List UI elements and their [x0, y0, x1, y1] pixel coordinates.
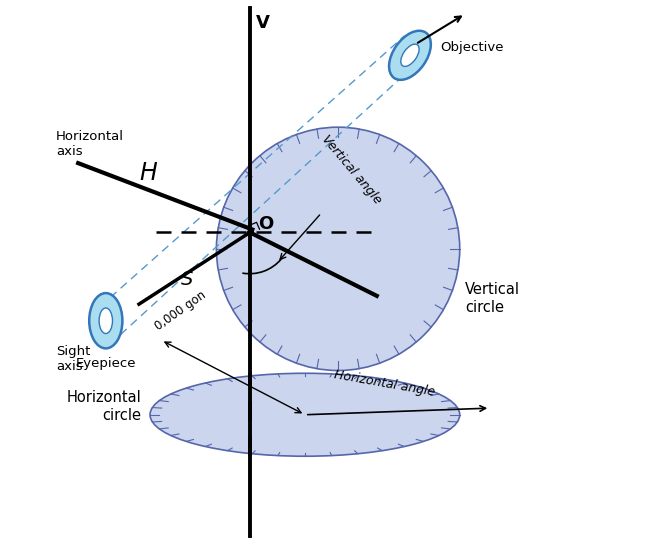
Circle shape: [216, 127, 460, 371]
Ellipse shape: [99, 308, 112, 333]
Ellipse shape: [401, 44, 419, 66]
Text: Vertical angle: Vertical angle: [318, 133, 384, 206]
Ellipse shape: [389, 31, 431, 80]
Text: Horizontal
circle: Horizontal circle: [67, 390, 142, 422]
Text: O: O: [258, 216, 273, 233]
Ellipse shape: [89, 293, 122, 348]
Text: 0,000 gon: 0,000 gon: [153, 289, 209, 333]
Text: Vertical
circle: Vertical circle: [465, 283, 520, 315]
Text: V: V: [256, 14, 270, 32]
Text: $\mathit{H}$: $\mathit{H}$: [139, 161, 158, 185]
Text: $\mathit{S}$: $\mathit{S}$: [181, 270, 194, 289]
Text: Sight
axis: Sight axis: [56, 346, 90, 373]
Text: Horizontal
axis: Horizontal axis: [56, 130, 124, 158]
Text: Horizontal angle: Horizontal angle: [332, 368, 436, 398]
Ellipse shape: [150, 373, 460, 456]
Text: Objective: Objective: [440, 40, 504, 54]
Text: Eyepiece: Eyepiece: [76, 357, 136, 370]
